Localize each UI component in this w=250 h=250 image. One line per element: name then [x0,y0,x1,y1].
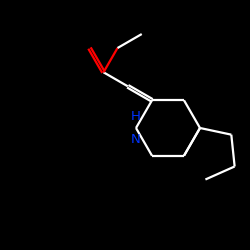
Text: N: N [131,133,141,146]
Text: H: H [131,110,141,123]
